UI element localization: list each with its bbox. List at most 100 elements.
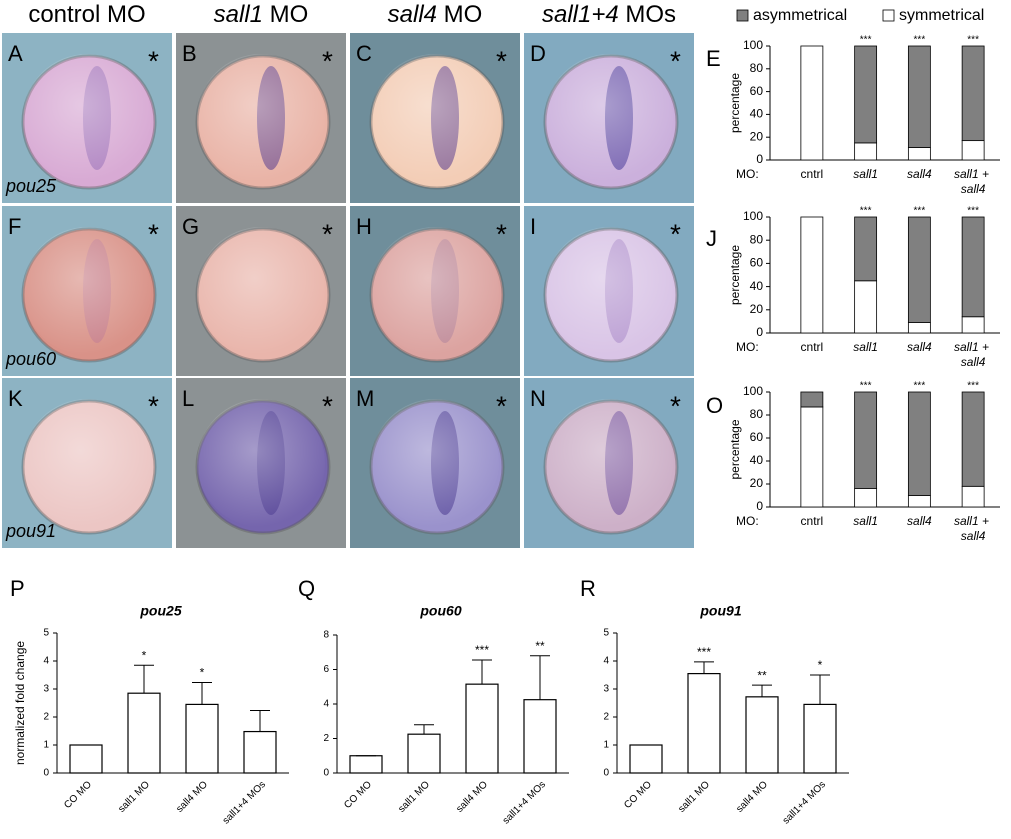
panel-letter: Q [298, 576, 315, 601]
embryo-highlight [23, 227, 151, 355]
y-tick-label: 40 [750, 453, 764, 467]
asterisk: * [148, 45, 159, 76]
x-tick-label: cntrl [801, 340, 824, 354]
y-tick-label: 4 [323, 699, 329, 710]
bar [803, 703, 837, 774]
asterisk: * [670, 218, 681, 249]
panel-letter: A [8, 41, 23, 66]
bar-segment [907, 147, 931, 161]
chart-title: pou60 [419, 603, 461, 619]
gene-label: pou25 [5, 176, 57, 196]
x-tick-label: sall4 MO [174, 779, 210, 815]
x-tick-label: sall1 + sall4 [954, 514, 992, 543]
embryo-highlight [545, 399, 673, 527]
category-prefix: MO: [736, 514, 759, 528]
y-tick-label: 0 [323, 768, 329, 779]
y-tick-label: 3 [603, 684, 609, 695]
embryo-highlight [371, 399, 499, 527]
embryo-highlight [371, 54, 499, 182]
y-axis-label: percentage [728, 245, 742, 305]
bar [687, 672, 721, 774]
y-tick-label: 6 [323, 664, 329, 675]
panel-letter: G [182, 214, 199, 239]
embryo-highlight [197, 227, 325, 355]
column-header-gene: sall1+4 [542, 1, 619, 28]
chart-title: pou91 [699, 603, 741, 619]
panel-letter: E [706, 46, 721, 71]
x-tick-label-line: sall1 + [954, 514, 992, 528]
panel-letter: C [356, 41, 372, 66]
significance: *** [697, 645, 711, 659]
chart-title: pou25 [139, 603, 181, 619]
bar [407, 733, 441, 774]
panel-letter: O [706, 393, 723, 418]
y-tick-label: 20 [750, 476, 764, 490]
gene-label: pou60 [5, 349, 56, 369]
y-tick-label: 20 [750, 302, 764, 316]
significance: *** [475, 643, 489, 657]
x-tick-label: cntrl [801, 514, 824, 528]
bar-segment [907, 45, 931, 148]
x-tick-label-line: sall4 [961, 182, 986, 196]
y-tick-label: 1 [603, 740, 609, 751]
bar-segment [854, 391, 878, 489]
significance: *** [914, 381, 926, 392]
significance: *** [914, 35, 926, 46]
bar [243, 730, 277, 774]
panel-letter: I [530, 214, 536, 239]
x-tick-label: sall1 MO [676, 779, 712, 815]
y-tick-label: 2 [43, 712, 49, 723]
x-tick-label: sall1 [853, 167, 878, 181]
error-bar [250, 710, 270, 732]
asterisk: * [322, 45, 333, 76]
x-tick-label: sall4 [907, 340, 932, 354]
bar [745, 696, 779, 774]
significance: * [818, 658, 823, 672]
x-tick-label: sall1+4 MOs [501, 779, 548, 826]
bar-segment [854, 216, 878, 282]
column-header: sall4 MO [388, 1, 483, 28]
column-header: sall1 MO [214, 1, 309, 28]
category-prefix: MO: [736, 167, 759, 181]
asterisk: * [496, 218, 507, 249]
panel-letter: K [8, 386, 23, 411]
y-tick-label: 2 [323, 733, 329, 744]
column-header-text: MOs [619, 1, 676, 28]
bar [523, 699, 557, 774]
y-tick-label: 60 [750, 84, 764, 98]
x-tick-label-line: sall4 [961, 355, 986, 369]
y-tick-label: 60 [750, 256, 764, 270]
y-tick-label: 4 [43, 656, 49, 667]
x-tick-label: sall1 [853, 340, 878, 354]
bar [629, 744, 663, 774]
significance: *** [860, 35, 872, 46]
bar-segment [907, 322, 931, 334]
x-tick-label: sall4 MO [454, 779, 490, 815]
asterisk: * [496, 390, 507, 421]
x-tick-label: sall1+4 MOs [781, 779, 828, 826]
error-bar [192, 682, 212, 705]
significance: *** [860, 381, 872, 392]
column-header-gene: sall4 [388, 1, 437, 28]
bar-segment [961, 140, 985, 161]
column-header-text: MO [263, 1, 308, 28]
bar-segment [854, 142, 878, 161]
embryo-highlight [371, 227, 499, 355]
asterisk: * [670, 390, 681, 421]
column-header-text: MO [437, 1, 482, 28]
bar [349, 755, 383, 774]
bar [465, 683, 499, 774]
x-tick-label: sall1 + sall4 [954, 167, 992, 196]
bar-segment [961, 316, 985, 334]
x-tick-label: CO MO [622, 779, 654, 811]
y-tick-label: 3 [43, 684, 49, 695]
y-tick-label: 2 [603, 712, 609, 723]
panel-letter: P [10, 576, 25, 601]
asterisk: * [496, 45, 507, 76]
column-header: sall1+4 MOs [542, 1, 676, 28]
error-bar [810, 674, 830, 705]
asterisk: * [322, 218, 333, 249]
significance: ** [535, 639, 545, 653]
category-prefix: MO: [736, 340, 759, 354]
embryo-highlight [197, 54, 325, 182]
